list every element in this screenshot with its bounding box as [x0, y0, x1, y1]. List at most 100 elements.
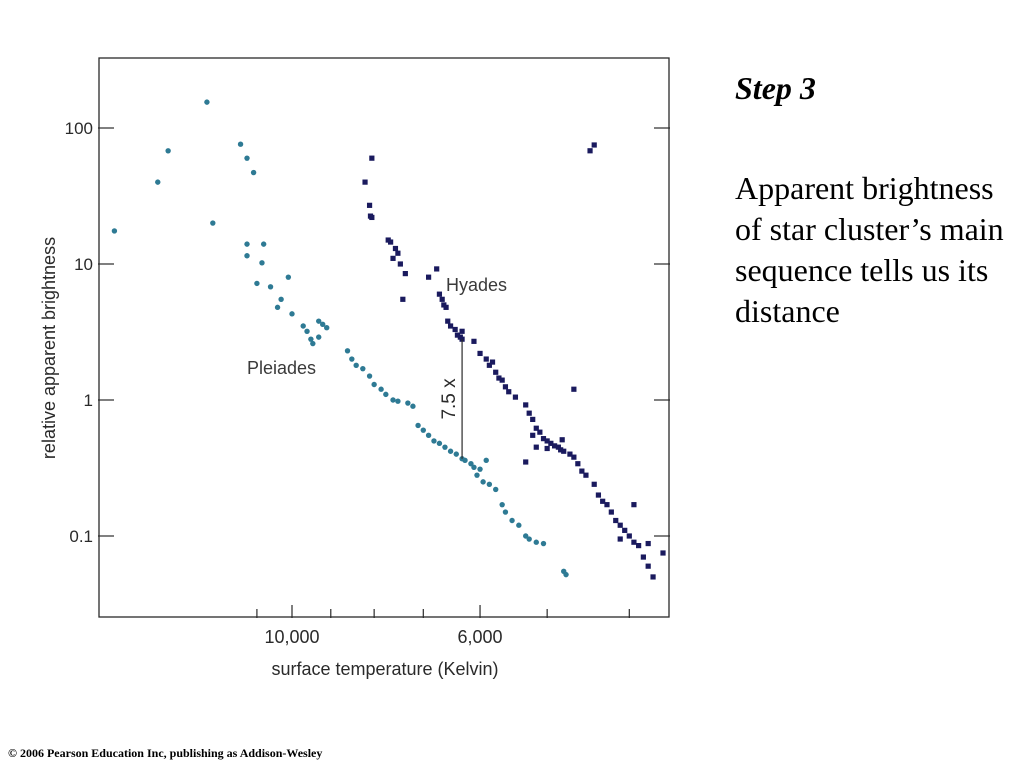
pleiades-star-point — [316, 334, 322, 340]
x-tick-label: 6,000 — [458, 627, 503, 647]
pleiades-star-point — [278, 296, 284, 303]
pleiades-star-point — [420, 427, 426, 433]
pleiades-series — [111, 99, 569, 578]
pleiades-star-point — [308, 336, 314, 342]
pleiades-star-point — [274, 304, 281, 311]
hyades-star-point — [533, 444, 539, 450]
hyades-star-point — [454, 332, 461, 338]
hyades-star-point — [645, 540, 651, 547]
hyades-star-point — [622, 527, 628, 533]
pleiades-star-point — [155, 179, 161, 185]
pleiades-star-point — [523, 533, 529, 539]
hyades-star-point — [579, 468, 585, 474]
pleiades-star-point — [304, 328, 310, 334]
pleiades-star-point — [244, 155, 250, 161]
hyades-star-point — [608, 509, 614, 515]
hyades-star-point — [388, 239, 394, 245]
pleiades-star-point — [563, 571, 569, 578]
pleiades-star-point — [319, 321, 326, 328]
hyades-star-point — [567, 451, 573, 457]
pleiades-star-point — [254, 280, 260, 287]
pleiades-star-point — [244, 253, 250, 259]
hyades-star-point — [390, 255, 396, 261]
hyades-star-point — [362, 179, 368, 185]
hyades-star-point — [587, 148, 593, 154]
pleiades-star-point — [453, 451, 459, 457]
pleiades-star-point — [431, 438, 437, 444]
pleiades-star-point — [483, 457, 489, 464]
pleiades-star-point — [509, 517, 515, 524]
hyades-star-point — [402, 270, 408, 277]
hyades-star-point — [583, 472, 589, 478]
pleiades-star-point — [165, 148, 171, 154]
pleiades-star-point — [383, 391, 389, 398]
pleiades-star-point — [395, 398, 401, 404]
pleiades-star-point — [540, 540, 547, 547]
pleiades-star-point — [349, 356, 355, 362]
hyades-star-point — [555, 444, 561, 450]
series-label-pleiades: Pleiades — [247, 358, 316, 378]
pleiades-star-point — [436, 440, 443, 447]
pleiades-star-point — [462, 457, 468, 464]
hyades-star-point — [530, 416, 536, 423]
hyades-star-point — [575, 461, 581, 467]
y-tick-label: 1 — [84, 391, 93, 410]
hyades-star-point — [496, 375, 502, 381]
pleiades-star-point — [410, 403, 416, 409]
hyades-star-point — [395, 250, 401, 256]
plot-frame — [98, 57, 670, 618]
hyades-star-point — [392, 245, 399, 252]
pleiades-star-point — [526, 536, 532, 542]
pleiades-star-point — [516, 522, 522, 528]
hyades-star-point — [499, 377, 505, 383]
pleiades-star-point — [250, 169, 257, 176]
x-axis-title: surface temperature (Kelvin) — [271, 659, 498, 679]
hyades-star-point — [459, 328, 465, 334]
pleiades-star-point — [405, 400, 411, 406]
hyades-star-point — [436, 291, 443, 297]
hyades-star-point — [526, 410, 532, 416]
pleiades-star-point — [289, 311, 295, 317]
hyades-star-point — [631, 539, 637, 545]
hyades-star-point — [540, 436, 547, 442]
hyades-star-point — [425, 274, 432, 280]
pleiades-star-point — [447, 448, 454, 454]
step-description: Apparent brightness of star cluster’s ma… — [735, 170, 1004, 329]
pleiades-star-point — [493, 486, 499, 493]
pleiades-star-point — [204, 99, 210, 105]
hyades-star-point — [506, 389, 512, 395]
pleiades-star-point — [267, 284, 274, 290]
pleiades-star-point — [468, 461, 474, 467]
pleiades-star-point — [533, 539, 539, 545]
pleiades-star-point — [378, 386, 384, 392]
pleiades-star-point — [310, 340, 316, 347]
hyades-star-point — [645, 563, 651, 569]
hyades-star-point — [452, 326, 458, 333]
hyades-star-point — [493, 369, 499, 375]
pleiades-star-point — [260, 241, 267, 247]
hyades-star-point — [631, 502, 637, 508]
hyades-star-point — [369, 155, 375, 161]
hyades-star-point — [559, 437, 565, 443]
hyades-star-point — [544, 445, 550, 452]
hyades-star-point — [445, 318, 451, 324]
hyades-star-point — [558, 447, 564, 453]
pleiades-star-point — [366, 373, 373, 379]
pleiades-star-point — [415, 422, 421, 429]
pleiades-star-point — [471, 464, 477, 470]
pleiades-star-point — [316, 318, 322, 324]
hyades-star-point — [530, 432, 536, 438]
hyades-star-point — [502, 384, 509, 390]
hyades-star-point — [636, 542, 642, 549]
pleiades-star-point — [324, 325, 330, 331]
pleiades-star-point — [480, 479, 486, 485]
y-tick-label: 100 — [65, 119, 93, 138]
pleiades-star-point — [390, 397, 396, 403]
pleiades-star-point — [477, 466, 483, 472]
hyades-star-point — [571, 454, 577, 460]
pleiades-star-point — [244, 241, 250, 247]
hyades-star-point — [512, 394, 519, 400]
pleiades-star-point — [259, 260, 265, 266]
hyades-star-point — [591, 481, 597, 487]
